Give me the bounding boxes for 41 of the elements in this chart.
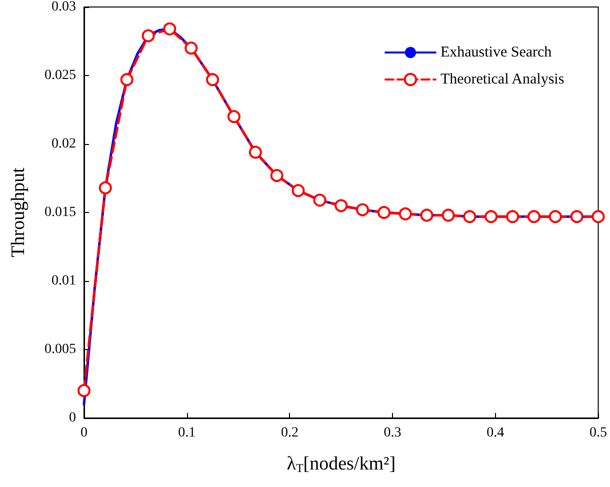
- point: [248, 146, 262, 159]
- point: [334, 199, 348, 212]
- y-tick-label: 0.01: [52, 274, 76, 288]
- point: [356, 203, 370, 216]
- point: [592, 210, 605, 224]
- point: [527, 210, 540, 224]
- point: [206, 73, 220, 86]
- point: [227, 110, 240, 124]
- y-tick-label: 0.015: [44, 205, 76, 220]
- x-tick-label: 0.5: [590, 426, 607, 440]
- y-tick-label: 0.03: [52, 0, 76, 14]
- point: [506, 210, 520, 224]
- legend-label: Theoretical Analysis: [440, 72, 564, 88]
- point: [270, 169, 284, 182]
- x-tick-label: 0.4: [486, 426, 504, 440]
- point: [420, 208, 434, 222]
- point: [78, 384, 90, 398]
- x-tick-label: 0.1: [178, 426, 196, 440]
- point: [398, 207, 412, 220]
- point: [378, 206, 391, 219]
- point: [463, 210, 476, 224]
- point: [570, 210, 584, 224]
- point: [548, 210, 562, 224]
- point: [442, 208, 455, 222]
- point: [184, 42, 198, 55]
- y-tick-label: 0.025: [44, 68, 76, 83]
- x-tick-label: 0.3: [384, 426, 402, 440]
- point: [98, 181, 112, 194]
- x-tick-label: 0.2: [280, 426, 298, 440]
- y-tick-label: 0: [69, 410, 76, 426]
- y-tick-label: 0.005: [44, 342, 76, 357]
- point: [120, 73, 134, 86]
- point: [163, 22, 176, 36]
- point: [313, 194, 326, 207]
- y-tick-label: 0.02: [52, 136, 76, 152]
- y-axis-title: Throughput: [8, 166, 29, 258]
- x-tick-label: 0: [80, 426, 88, 440]
- point: [292, 184, 305, 198]
- legend-label: Exhaustive Search: [440, 44, 552, 60]
- point: [142, 29, 155, 42]
- point: [484, 210, 498, 224]
